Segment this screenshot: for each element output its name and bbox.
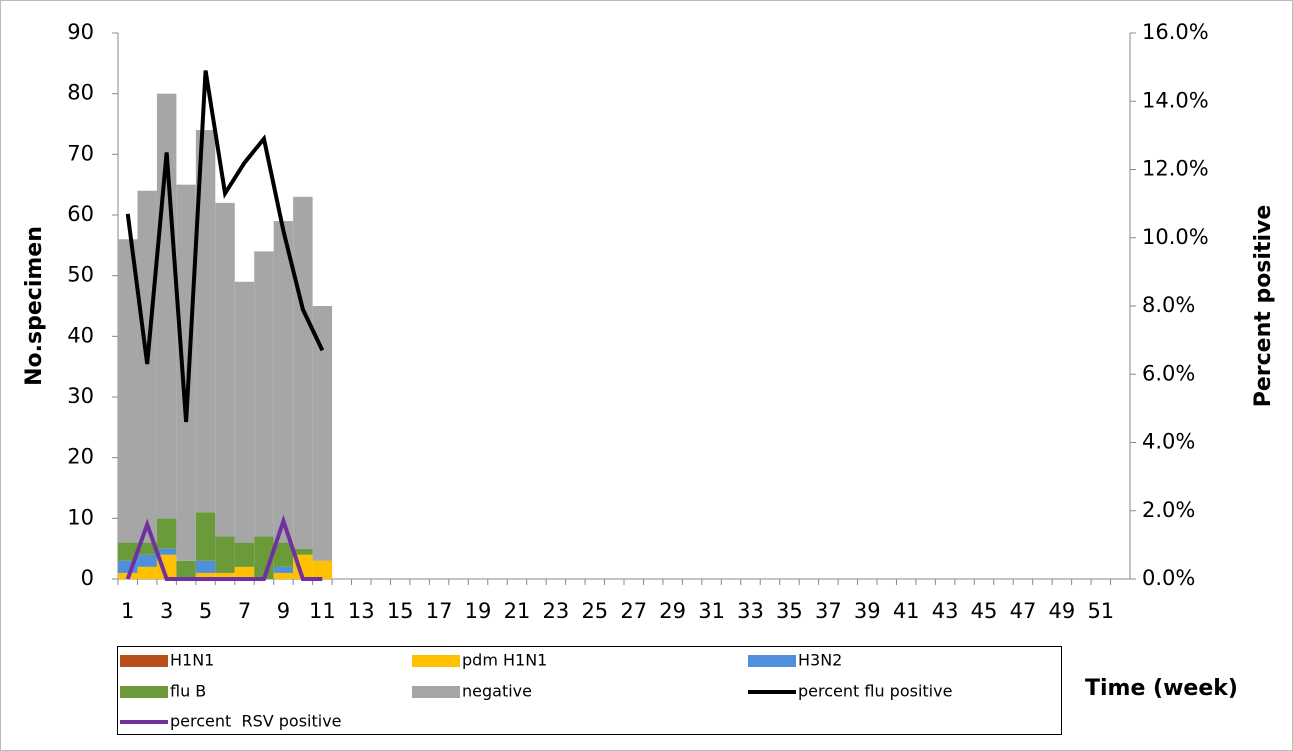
x-tick-label: 33 [737, 599, 764, 623]
x-tick-label: 39 [854, 599, 881, 623]
bar-segment [273, 221, 294, 543]
bar-segment [312, 306, 333, 561]
x-tick-label: 19 [465, 599, 492, 623]
bar-segment [234, 542, 255, 567]
y-tick-label: 90 [67, 20, 94, 44]
x-tick-label: 31 [698, 599, 725, 623]
legend-label: percent flu positive [798, 682, 952, 701]
y-tick-label: 0 [81, 566, 94, 590]
bar-segment [156, 518, 177, 549]
legend-label: negative [462, 682, 532, 701]
bar-segment [215, 202, 235, 537]
x-tick-label: 5 [199, 599, 212, 623]
y2-tick-label: 0.0% [1142, 566, 1195, 590]
x-tick-label: 1 [121, 599, 134, 623]
x-tick-label: 11 [309, 599, 336, 623]
bar-segment [137, 566, 157, 579]
bar-segment [215, 536, 235, 573]
legend-label: percent RSV positive [170, 712, 342, 731]
bar-segment [118, 542, 138, 561]
bar-segment [137, 190, 157, 543]
y-tick-label: 30 [67, 384, 94, 408]
bar-segment [234, 281, 255, 543]
bar-segment [293, 196, 313, 549]
legend-swatch [120, 686, 168, 698]
bar-segment [195, 572, 216, 579]
bar-segment [273, 572, 294, 579]
bar-segment [195, 560, 216, 573]
x-tick-label: 15 [387, 599, 414, 623]
x-tick-label: 27 [620, 599, 647, 623]
y2-tick-label: 10.0% [1142, 225, 1209, 249]
legend-label: H1N1 [170, 651, 214, 670]
x-tick-label: 35 [776, 599, 803, 623]
y-tick-label: 80 [67, 81, 94, 105]
y-tick-label: 70 [67, 141, 94, 165]
x-tick-label: 7 [238, 599, 251, 623]
bar-segment [118, 239, 138, 543]
legend-box [117, 646, 1062, 735]
bar-segment [137, 542, 157, 555]
bar-segment [254, 251, 274, 537]
y2-tick-label: 12.0% [1142, 157, 1209, 181]
y-axis-label: No.specimen [22, 226, 47, 386]
y2-tick-label: 14.0% [1142, 88, 1209, 112]
x-tick-label: 9 [277, 599, 290, 623]
x-tick-label: 45 [971, 599, 998, 623]
legend-label: pdm H1N1 [462, 651, 547, 670]
x-tick-label: 37 [815, 599, 842, 623]
y-tick-label: 10 [67, 505, 94, 529]
x-tick-label: 17 [426, 599, 453, 623]
legend-swatch [412, 686, 460, 698]
y2-tick-label: 8.0% [1142, 293, 1195, 317]
bar-segment [156, 548, 177, 555]
bar-segment [273, 566, 294, 573]
bar-segment [312, 560, 333, 579]
x-tick-label: 51 [1087, 599, 1114, 623]
legend-swatch [412, 655, 460, 667]
y-tick-label: 20 [67, 445, 94, 469]
bar-segment [176, 560, 196, 579]
x-tick-label: 13 [348, 599, 375, 623]
bar-segment [137, 554, 157, 567]
x-tick-label: 21 [504, 599, 531, 623]
x-axis-label: Time (week) [1085, 676, 1238, 701]
x-tick-label: 49 [1049, 599, 1076, 623]
x-tick-label: 29 [659, 599, 686, 623]
y2-tick-label: 2.0% [1142, 498, 1195, 522]
bar-segment [195, 130, 216, 513]
x-tick-label: 47 [1010, 599, 1037, 623]
y2-axis-label: Percent positive [1251, 205, 1276, 408]
bar-segment [176, 184, 196, 561]
bar-segment [234, 566, 255, 579]
legend-swatch [120, 655, 168, 667]
line-series [125, 514, 323, 581]
x-tick-label: 25 [581, 599, 608, 623]
bar-segment [293, 548, 313, 555]
y2-tick-label: 4.0% [1142, 430, 1195, 454]
y2-tick-label: 16.0% [1142, 20, 1209, 44]
x-tick-label: 43 [932, 599, 959, 623]
legend-label: flu B [170, 682, 206, 701]
y2-tick-label: 6.0% [1142, 361, 1195, 385]
x-tick-label: 41 [893, 599, 920, 623]
bar-segment [273, 542, 294, 567]
line-series [125, 70, 325, 423]
y-tick-label: 60 [67, 202, 94, 226]
y-tick-label: 50 [67, 263, 94, 287]
legend-label: H3N2 [798, 651, 842, 670]
x-tick-label: 3 [160, 599, 173, 623]
bar-segment [215, 572, 235, 579]
legend-swatch [748, 655, 796, 667]
y-tick-label: 40 [67, 323, 94, 347]
bar-segment [195, 512, 216, 561]
x-tick-label: 23 [543, 599, 570, 623]
